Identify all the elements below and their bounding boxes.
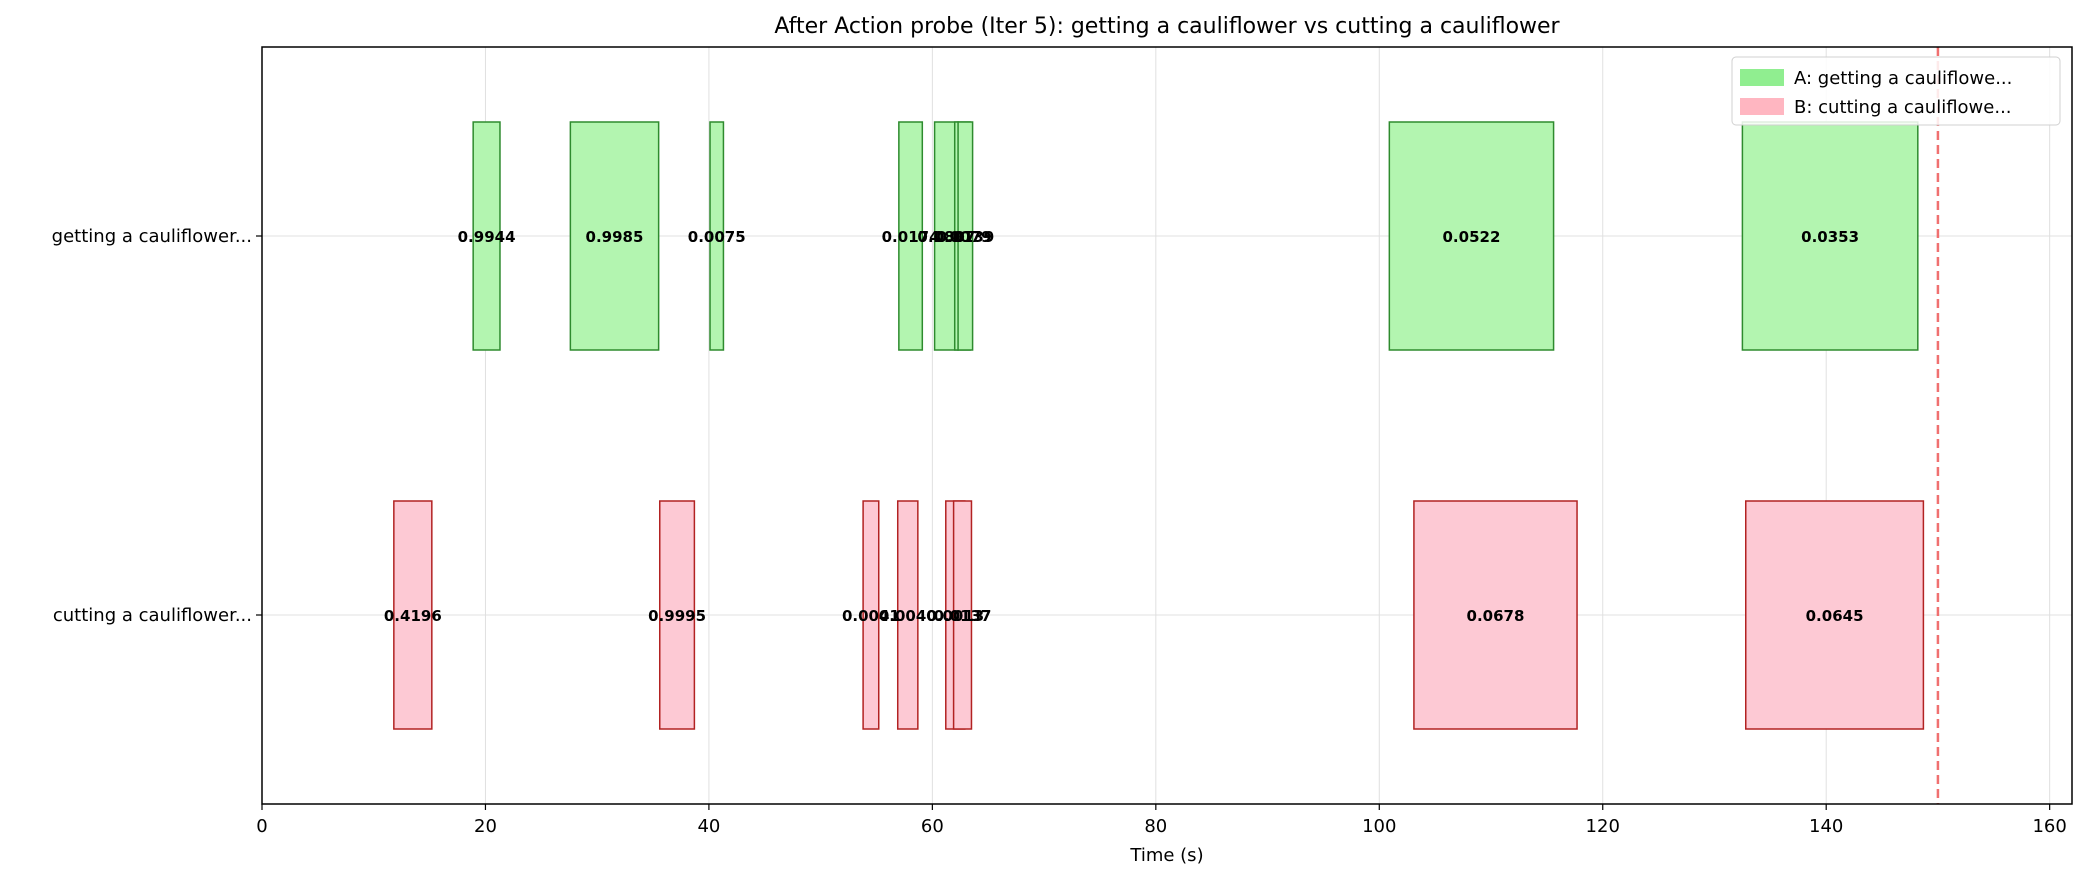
interval-bar: [709, 121, 725, 351]
bar-value-label: 0.0079: [934, 228, 992, 246]
interval-bar: [898, 121, 924, 351]
legend-swatch: [1740, 98, 1784, 115]
bar-value-label: 0.0139: [936, 228, 994, 246]
bar-value-label: 0.0075: [688, 228, 746, 246]
x-tick-label: 80: [1144, 816, 1167, 837]
legend-entry: B: cutting a cauliflowe...: [1794, 97, 2012, 118]
bar-value-label: 0.0645: [1806, 607, 1864, 625]
bar-value-label: 0.0807: [917, 228, 975, 246]
interval-bar: [1741, 121, 1919, 351]
legend-entry: A: getting a cauliflowe...: [1794, 68, 2012, 89]
interval-bar: [1413, 500, 1578, 730]
interval-bar: [952, 500, 973, 730]
x-axis: 0 20 40 60 80 100 120 140 160: [256, 804, 2067, 837]
interval-bar: [1388, 121, 1555, 351]
interval-bar: [896, 500, 919, 730]
x-tick-label: 0: [256, 816, 267, 837]
value-labels: 0.9944 0.9985 0.0075 0.01740.08070.00790.01…: [384, 228, 1864, 625]
bar-value-label: 0.0678: [1467, 607, 1525, 625]
bar-value-label: 0.9995: [648, 607, 706, 625]
plot-frame: [261, 46, 2073, 805]
bar-value-label: 0.0353: [1801, 228, 1859, 246]
x-axis-label: Time (s): [1129, 845, 1203, 866]
interval-bar: [393, 500, 433, 730]
x-tick-label: 100: [1362, 816, 1396, 837]
x-tick-label: 40: [697, 816, 720, 837]
interval-bar: [569, 121, 660, 351]
x-tick-label: 160: [2032, 816, 2066, 837]
bar-value-label: 0.0013: [926, 607, 984, 625]
bar-value-label: 0.0040: [879, 607, 937, 625]
x-tick-label: 140: [1809, 816, 1843, 837]
bar-value-label: 0.4196: [384, 607, 442, 625]
chart-title: After Action probe (Iter 5): getting a c…: [774, 14, 1560, 39]
legend-box: [1731, 56, 2061, 126]
bars: [393, 121, 1925, 730]
y-axis: getting a cauliflower... cutting a caulif…: [52, 226, 262, 626]
legend-swatch: [1740, 69, 1784, 86]
interval-bar: [862, 500, 880, 730]
bar-value-label: 0.0041: [842, 607, 900, 625]
x-tick-label: 120: [1586, 816, 1620, 837]
y-tick-label: getting a cauliflower...: [52, 226, 252, 247]
interval-bar: [1745, 500, 1925, 730]
legend: A: getting a cauliflowe... B: cutting a c…: [1731, 56, 2061, 126]
bar-value-label: 0.9944: [458, 228, 516, 246]
x-tick-label: 20: [474, 816, 497, 837]
interval-bar: [659, 500, 696, 730]
interval-bar: [472, 121, 501, 351]
bar-value-label: 0.9985: [586, 228, 644, 246]
x-tick-label: 60: [921, 816, 944, 837]
bar-value-label: 0.0174: [882, 228, 940, 246]
y-tick-label: cutting a cauliflower...: [53, 605, 252, 626]
bar-value-label: 0.0522: [1443, 228, 1501, 246]
bar-value-label: 0.0137: [934, 607, 992, 625]
interval-bar: [957, 121, 974, 351]
